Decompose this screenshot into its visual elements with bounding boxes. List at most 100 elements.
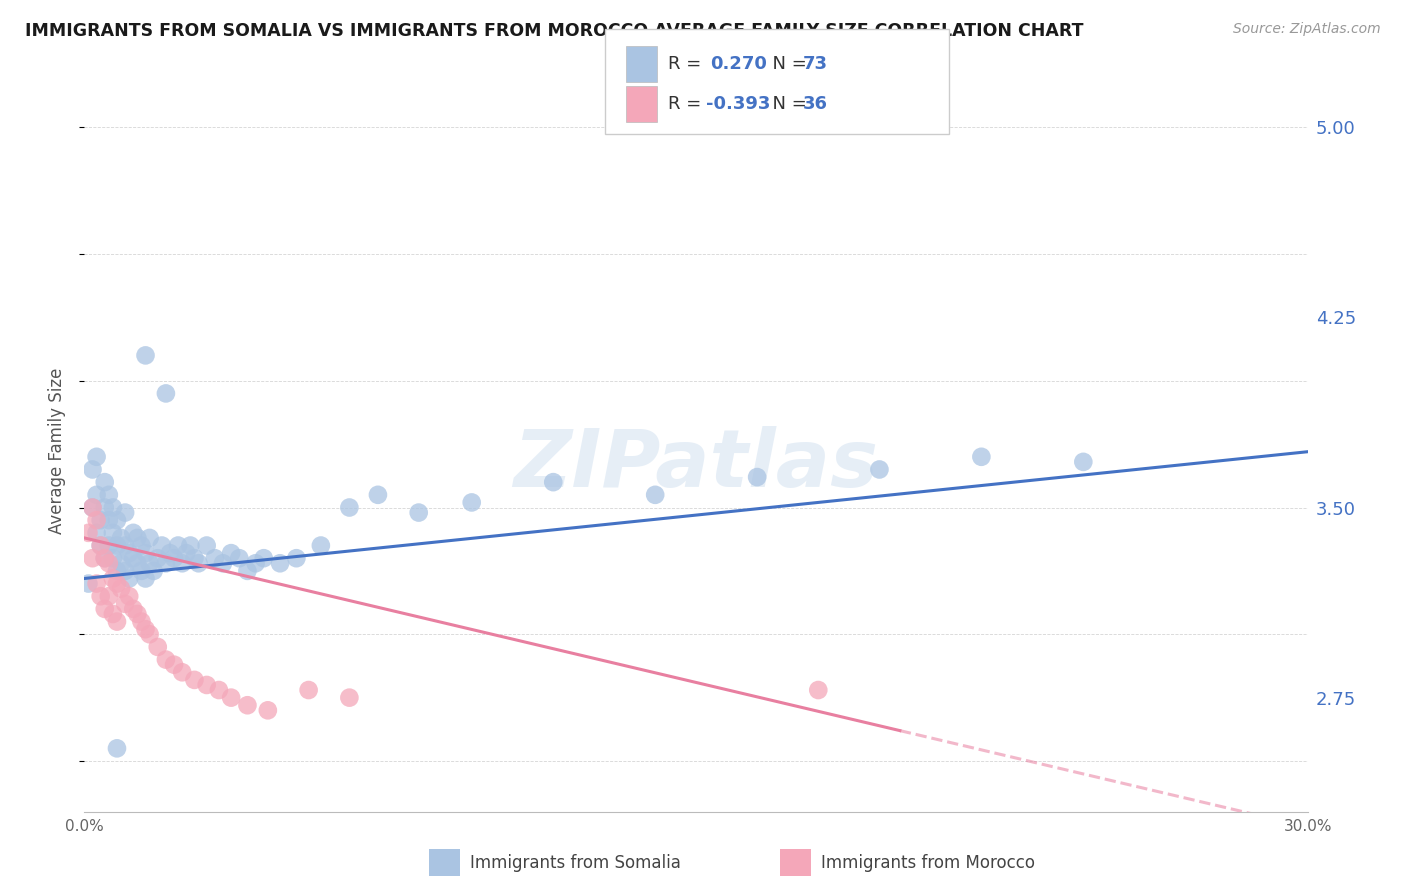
Text: R =: R =	[668, 95, 707, 113]
Point	[118, 546, 141, 560]
Point	[236, 698, 259, 713]
Point	[138, 556, 160, 570]
Y-axis label: Average Family Size: Average Family Size	[48, 368, 66, 533]
Point	[101, 525, 124, 540]
Point	[183, 551, 205, 566]
Point	[869, 462, 891, 476]
Point	[135, 348, 157, 362]
Point	[131, 564, 153, 578]
Point	[183, 673, 205, 687]
Point	[269, 556, 291, 570]
Text: N =: N =	[761, 95, 813, 113]
Point	[86, 576, 108, 591]
Point	[219, 546, 242, 560]
Point	[93, 475, 115, 490]
Point	[142, 564, 165, 578]
Point	[127, 531, 149, 545]
Point	[155, 652, 177, 666]
Point	[970, 450, 993, 464]
Point	[135, 572, 157, 586]
Text: 36: 36	[803, 95, 828, 113]
Point	[204, 551, 226, 566]
Point	[159, 546, 181, 560]
Text: Immigrants from Morocco: Immigrants from Morocco	[821, 854, 1035, 871]
Point	[298, 683, 321, 698]
Point	[97, 488, 120, 502]
Point	[114, 597, 136, 611]
Point	[174, 546, 197, 560]
Point	[135, 622, 157, 636]
Point	[82, 500, 104, 515]
Point	[90, 539, 112, 553]
Point	[127, 607, 149, 621]
Point	[97, 556, 120, 570]
Point	[122, 551, 145, 566]
Point	[212, 556, 235, 570]
Point	[138, 627, 160, 641]
Text: Immigrants from Somalia: Immigrants from Somalia	[470, 854, 681, 871]
Point	[82, 551, 104, 566]
Point	[155, 556, 177, 570]
Point	[77, 525, 100, 540]
Point	[86, 525, 108, 540]
Point	[114, 564, 136, 578]
Point	[86, 513, 108, 527]
Point	[105, 741, 128, 756]
Point	[97, 589, 120, 603]
Point	[163, 657, 186, 672]
Point	[367, 488, 389, 502]
Point	[219, 690, 242, 705]
Text: Source: ZipAtlas.com: Source: ZipAtlas.com	[1233, 22, 1381, 37]
Point	[118, 572, 141, 586]
Point	[90, 539, 112, 553]
Point	[309, 539, 332, 553]
Point	[747, 470, 769, 484]
Point	[253, 551, 276, 566]
Point	[195, 678, 218, 692]
Point	[195, 539, 218, 553]
Text: 0.270: 0.270	[710, 54, 766, 73]
Point	[101, 607, 124, 621]
Point	[93, 500, 115, 515]
Point	[172, 665, 194, 680]
Point	[339, 690, 361, 705]
Point	[122, 602, 145, 616]
Point	[86, 450, 108, 464]
Point	[105, 539, 128, 553]
Text: IMMIGRANTS FROM SOMALIA VS IMMIGRANTS FROM MOROCCO AVERAGE FAMILY SIZE CORRELATI: IMMIGRANTS FROM SOMALIA VS IMMIGRANTS FR…	[25, 22, 1084, 40]
Point	[146, 551, 169, 566]
Point	[1073, 455, 1095, 469]
Point	[339, 500, 361, 515]
Point	[187, 556, 209, 570]
Point	[172, 556, 194, 570]
Point	[163, 551, 186, 566]
Point	[543, 475, 565, 490]
Point	[118, 589, 141, 603]
Point	[167, 539, 190, 553]
Point	[644, 488, 666, 502]
Point	[131, 615, 153, 629]
Text: R =: R =	[668, 54, 713, 73]
Point	[146, 640, 169, 654]
Point	[135, 546, 157, 560]
Point	[93, 551, 115, 566]
Point	[86, 488, 108, 502]
Point	[245, 556, 267, 570]
Point	[105, 513, 128, 527]
Point	[114, 506, 136, 520]
Text: 73: 73	[803, 54, 828, 73]
Point	[105, 576, 128, 591]
Point	[408, 506, 430, 520]
Point	[93, 602, 115, 616]
Point	[97, 513, 120, 527]
Point	[90, 589, 112, 603]
Point	[807, 683, 830, 698]
Point	[82, 500, 104, 515]
Point	[228, 551, 250, 566]
Point	[82, 462, 104, 476]
Point	[150, 539, 173, 553]
Point	[101, 551, 124, 566]
Text: N =: N =	[761, 54, 813, 73]
Point	[105, 564, 128, 578]
Point	[110, 556, 132, 570]
